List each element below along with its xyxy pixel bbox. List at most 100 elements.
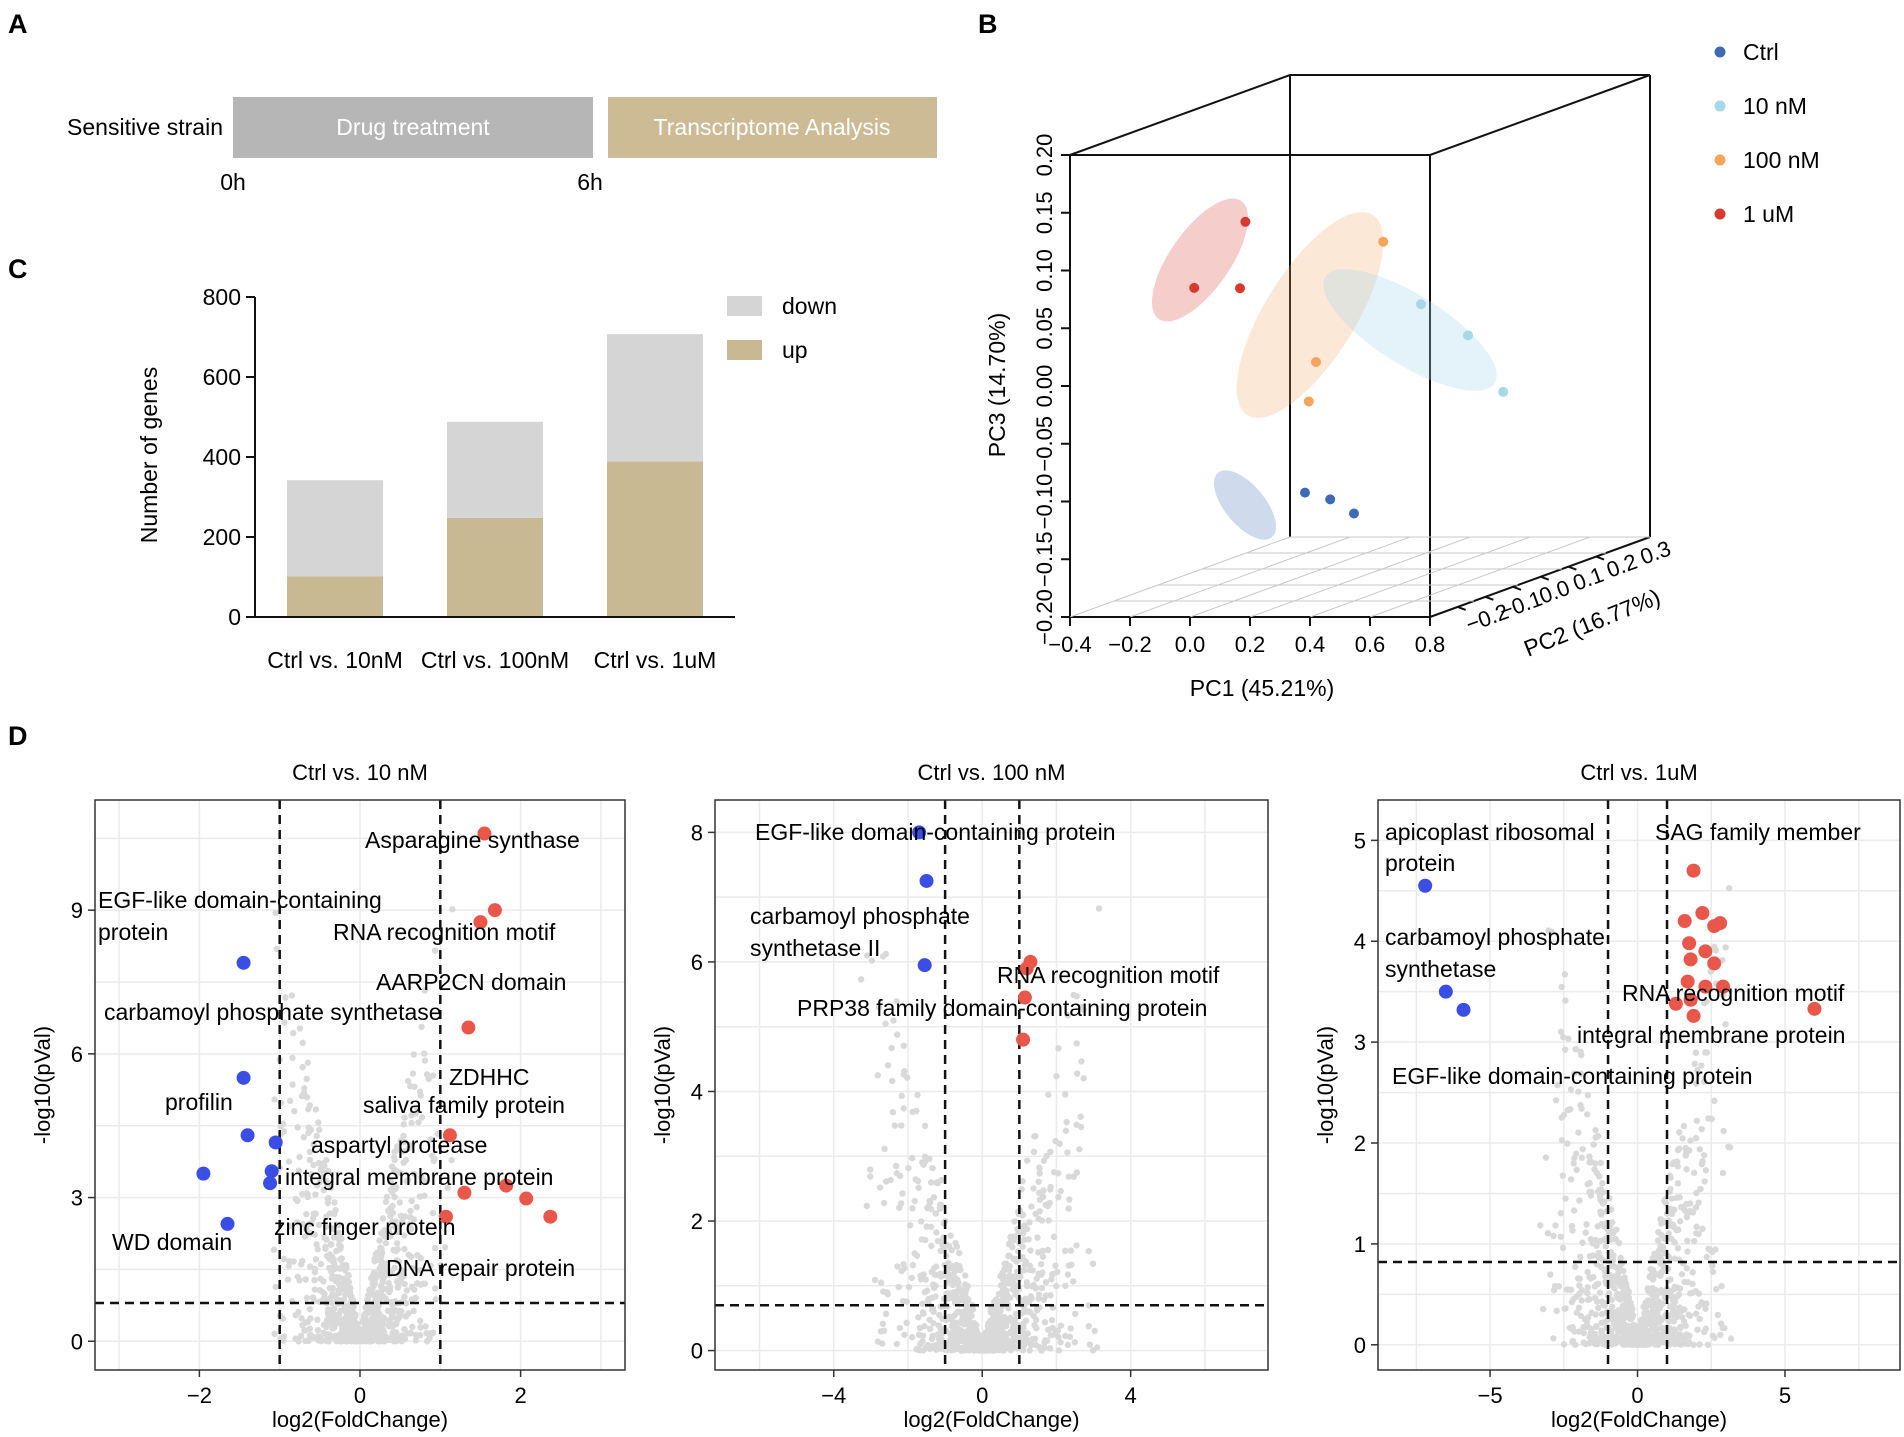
point-ns (394, 1228, 401, 1236)
point-ns (312, 1256, 320, 1263)
point-ns (1042, 1292, 1050, 1299)
point-ns (1024, 1157, 1031, 1164)
point-ns (315, 1119, 322, 1126)
point-ns (429, 1072, 437, 1079)
point-up (457, 1185, 472, 1200)
point-ns (284, 1276, 292, 1283)
point-ns (932, 1282, 939, 1289)
point-ns (956, 1295, 963, 1302)
point-ns (1052, 1262, 1059, 1269)
pca-x-tick-label: 0.0 (1175, 632, 1206, 657)
point-ns (927, 1179, 935, 1186)
transcriptome-bar (608, 97, 937, 158)
point-ns (348, 1293, 355, 1300)
point-ns (1717, 1320, 1725, 1327)
point-ns (1683, 1265, 1691, 1272)
point-ns (322, 1223, 330, 1230)
point-ns (1073, 1070, 1081, 1077)
point-ns (1687, 1137, 1694, 1144)
point-ns (926, 1316, 933, 1324)
point-ns (421, 1050, 428, 1057)
point-ns (327, 1319, 334, 1327)
gene-annotation: carbamoyl phosphate (1385, 924, 1605, 950)
legend-dot-Ctrl (1714, 46, 1726, 58)
point-ns (1699, 1225, 1706, 1233)
point-ns (1591, 1336, 1598, 1344)
point-ns (1668, 1235, 1675, 1243)
point-ns (290, 1258, 297, 1265)
point-ns (1576, 1290, 1583, 1298)
point-ns (1028, 1203, 1035, 1210)
point-ns (372, 1312, 379, 1319)
point-ns (1608, 1296, 1616, 1303)
point-ns (1049, 1270, 1056, 1278)
point-ns (1064, 1149, 1071, 1156)
point-ns (908, 1274, 915, 1282)
point-ns (951, 1340, 959, 1347)
point-ns (421, 1057, 429, 1064)
point-ns (1583, 1221, 1590, 1228)
point-ns (1066, 1333, 1074, 1341)
point-ns (1658, 1301, 1665, 1309)
point-ns (325, 1311, 332, 1318)
point-ns (303, 1210, 310, 1218)
point-ns (407, 1225, 415, 1233)
point-ns (423, 1338, 431, 1345)
point-ns (986, 1327, 993, 1335)
point-ns (406, 1213, 414, 1221)
point-ns (1036, 1170, 1043, 1177)
point-ns (1077, 1123, 1085, 1131)
point-ns (1695, 1199, 1702, 1206)
point-up (499, 1178, 514, 1193)
point-ns (326, 1251, 334, 1258)
point-ns (328, 1299, 335, 1307)
bar-legend: down up (727, 293, 837, 363)
point-ns (926, 1197, 933, 1205)
point-ns (1666, 1336, 1674, 1344)
point-ns (1537, 1222, 1544, 1229)
point-ns (1584, 1284, 1591, 1291)
point-ns (953, 1309, 961, 1316)
y-tick-label: 5 (1354, 828, 1366, 853)
point-ns (1021, 1301, 1028, 1309)
point-ns (893, 998, 900, 1005)
point-ns (863, 952, 871, 959)
point-ns (896, 1324, 904, 1332)
point-ns (934, 1237, 942, 1245)
point-ns (1567, 1086, 1575, 1093)
point-ns (1684, 1248, 1691, 1255)
point-ns (901, 1331, 908, 1338)
point-ns (1006, 1277, 1014, 1284)
point-ns (962, 1281, 969, 1288)
point-ns (418, 1023, 425, 1031)
point-ns (1693, 1189, 1700, 1197)
point-ns (1575, 1328, 1583, 1335)
point-ns (312, 1191, 319, 1198)
gene-annotation: integral membrane protein (285, 1164, 553, 1190)
point-ns (1694, 1326, 1701, 1333)
transcriptome-label: Transcriptome Analysis (654, 114, 891, 140)
point-ns (417, 1267, 424, 1274)
point-ns (271, 1330, 278, 1338)
point-ns (387, 1178, 395, 1186)
bar-y-tick-label: 0 (228, 604, 241, 630)
point-ns (1036, 1208, 1043, 1215)
point-ns (965, 1312, 972, 1319)
pca-y-tick (1485, 595, 1494, 601)
point-ns (882, 1020, 889, 1027)
point-ns (1648, 1326, 1655, 1333)
point-ns (289, 1054, 296, 1062)
point-ns (364, 1334, 372, 1341)
point-ns (1095, 905, 1103, 912)
point-ns (937, 1273, 945, 1280)
point-ns (1091, 1327, 1098, 1335)
pca-z-tick-label: 0.10 (1032, 249, 1057, 292)
point-ns (1594, 1253, 1602, 1260)
point-ns (1657, 1260, 1664, 1267)
point-ns (345, 1322, 352, 1329)
point-ns (1542, 1154, 1550, 1161)
point-ns (1678, 1203, 1685, 1211)
point-ns (345, 1304, 352, 1312)
point-up (1716, 979, 1731, 994)
point-ns (1721, 1324, 1728, 1332)
